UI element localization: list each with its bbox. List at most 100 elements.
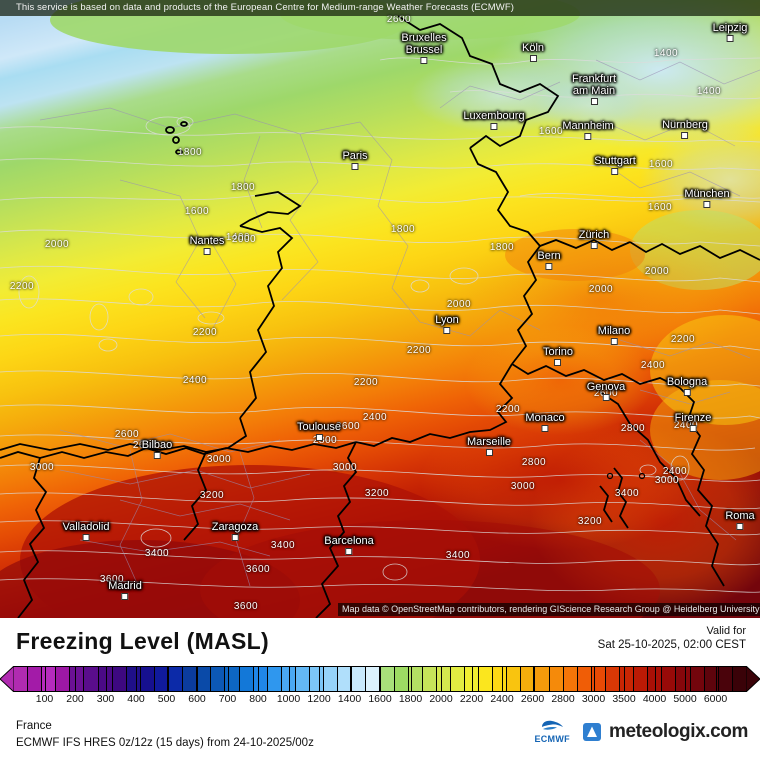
legend-panel: Freezing Level (MASL) Valid for Sat 25-1… xyxy=(0,618,760,760)
city-label: Bruxelles Brussel xyxy=(401,32,447,56)
city-marker[interactable]: Leipzig xyxy=(713,22,747,42)
colorbar[interactable]: 100 200 300 400 500 600 700 800 1000 1200 1400 1600… xyxy=(0,666,760,714)
colorbar-divider xyxy=(715,666,717,692)
city-dot-icon xyxy=(490,123,498,130)
city-marker[interactable]: Luxembourg xyxy=(463,110,525,130)
contour-label: 3000 xyxy=(332,462,358,473)
city-marker[interactable]: Zürich xyxy=(579,229,609,249)
contour-label: 1600 xyxy=(538,126,564,137)
contour-label: 1800 xyxy=(390,224,416,235)
contour-label: 2200 xyxy=(192,327,218,338)
city-dot-icon xyxy=(345,548,353,555)
contour-label: 2000 xyxy=(588,284,614,295)
colorbar-divider xyxy=(258,666,259,692)
colorbar-swatch xyxy=(408,667,423,691)
city-marker[interactable]: Roma xyxy=(725,510,755,530)
contour-label: 1400 xyxy=(696,86,722,97)
colorbar-divider xyxy=(654,666,656,692)
colorbar-swatches[interactable] xyxy=(14,666,746,692)
city-marker[interactable]: Torino xyxy=(543,346,573,366)
colorbar-tick: 1200 xyxy=(307,693,331,705)
city-marker[interactable]: Bern xyxy=(537,250,561,270)
colorbar-swatch xyxy=(591,667,606,691)
city-marker[interactable]: Köln xyxy=(522,42,544,62)
colorbar-swatch xyxy=(450,667,465,691)
city-marker[interactable]: Valladolid xyxy=(63,521,109,541)
colorbar-swatch xyxy=(549,667,564,691)
contour-label: 3000 xyxy=(654,475,680,486)
city-marker[interactable]: Nürnberg xyxy=(662,119,708,139)
city-label: Zaragoza xyxy=(211,521,259,533)
city-marker[interactable]: Firenze xyxy=(675,412,711,432)
contour-label: 1400 xyxy=(225,232,251,243)
colorbar-divider xyxy=(380,666,381,692)
contour-label: 3600 xyxy=(245,564,271,575)
city-marker[interactable]: Paris xyxy=(342,150,368,170)
colorbar-swatch xyxy=(239,667,254,691)
meteologix-logo[interactable]: meteologix.com xyxy=(580,720,748,744)
city-label: Luxembourg xyxy=(463,110,525,122)
city-marker[interactable]: Frankfurt am Main xyxy=(572,73,616,105)
contour-label: 1600 xyxy=(184,206,210,217)
contour-label: 2400 xyxy=(640,360,666,371)
city-dot-icon xyxy=(554,359,562,366)
city-dot-icon xyxy=(590,242,598,249)
colorbar-swatch xyxy=(295,667,310,691)
colorbar-swatch xyxy=(169,667,184,691)
city-marker[interactable]: Bilbao xyxy=(141,439,173,459)
colorbar-swatch xyxy=(479,667,494,691)
footer-text: France ECMWF IFS HRES 0z/12z (15 days) f… xyxy=(16,718,314,752)
colorbar-divider xyxy=(166,666,168,692)
colorbar-swatch xyxy=(140,667,155,691)
colorbar-divider xyxy=(441,666,442,692)
city-marker[interactable]: Nantes xyxy=(190,235,224,255)
city-dot-icon xyxy=(681,132,689,139)
city-marker[interactable]: Barcelona xyxy=(324,535,374,555)
colorbar-swatch xyxy=(324,667,339,691)
city-marker[interactable]: München xyxy=(684,188,730,208)
contour-label: 2800 xyxy=(312,435,338,446)
city-dot-icon xyxy=(541,425,549,432)
city-dot-icon xyxy=(611,168,619,175)
city-label: Marseille xyxy=(466,436,512,448)
city-marker[interactable]: Madrid xyxy=(108,580,142,600)
city-label: Lyon xyxy=(435,314,459,326)
city-label: Bilbao xyxy=(141,439,173,451)
city-label: Paris xyxy=(342,150,368,162)
city-marker[interactable]: Genova xyxy=(586,381,626,401)
colorbar-swatch xyxy=(704,667,719,691)
city-marker[interactable]: Bologna xyxy=(667,376,707,396)
city-dot-icon xyxy=(584,133,592,140)
city-dot-icon xyxy=(683,389,691,396)
brand-block: ECMWF meteologix.com xyxy=(534,718,748,745)
colorbar-swatch xyxy=(154,667,170,691)
city-marker[interactable]: Toulouse xyxy=(297,421,341,441)
city-label: Roma xyxy=(725,510,755,522)
colorbar-tick: 1400 xyxy=(337,693,362,705)
city-marker[interactable]: Lyon xyxy=(435,314,459,334)
map-panel[interactable]: This service is based on data and produc… xyxy=(0,0,760,618)
city-marker[interactable]: Stuttgart xyxy=(594,155,636,175)
footer-region: France xyxy=(16,720,52,732)
city-marker[interactable]: Milano xyxy=(598,325,630,345)
footer-model-run: ECMWF IFS HRES 0z/12z (15 days) from 24-… xyxy=(16,737,314,749)
city-marker[interactable]: Marseille xyxy=(467,436,511,456)
map-canvas[interactable] xyxy=(0,0,760,618)
colorbar-tick: 400 xyxy=(127,693,145,705)
ecmwf-label: ECMWF xyxy=(534,734,570,744)
contour-label: 3600 xyxy=(233,601,259,612)
city-marker[interactable]: Mannheim xyxy=(562,120,614,140)
city-marker[interactable]: Zaragoza xyxy=(212,521,258,541)
contour-label: 2200 xyxy=(9,281,35,292)
contour-label: 1800 xyxy=(489,242,515,253)
city-marker[interactable]: Monaco xyxy=(525,412,565,432)
colorbar-right-arrow xyxy=(746,666,760,692)
colorbar-swatch xyxy=(42,667,57,691)
city-label: Genova xyxy=(586,381,626,393)
meteologix-wordmark: meteologix.com xyxy=(608,720,748,742)
colorbar-swatch xyxy=(563,667,578,691)
city-label: Bern xyxy=(537,250,561,262)
colorbar-swatch xyxy=(84,667,99,691)
city-marker[interactable]: Bruxelles Brussel xyxy=(401,32,447,64)
